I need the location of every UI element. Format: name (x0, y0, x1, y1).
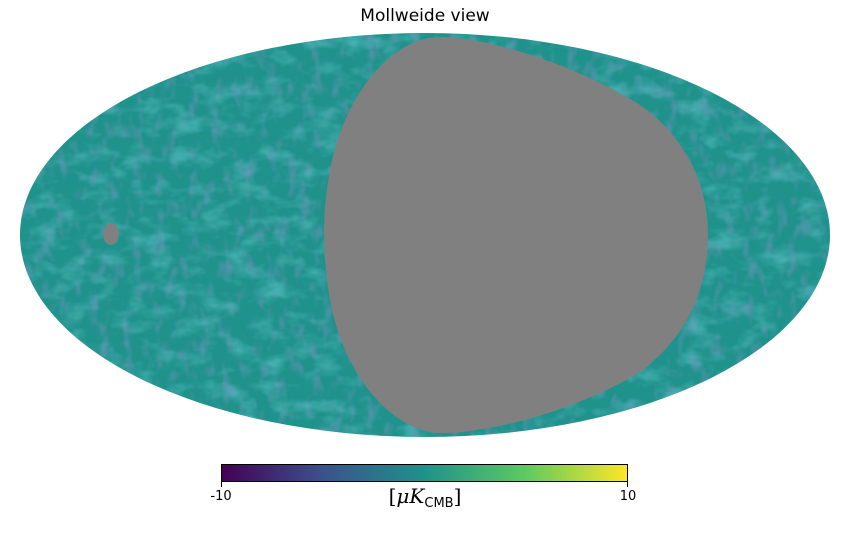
unit-k: K (409, 484, 425, 508)
colorbar-unit-label: [μKCMB] (389, 484, 462, 511)
map-title: Mollweide view (360, 6, 490, 26)
colorbar-min-label: -10 (210, 489, 232, 504)
masked-region (324, 36, 708, 434)
unit-open-bracket: [ (388, 484, 397, 508)
unit-close-bracket: ] (453, 484, 462, 508)
unit-subscript: CMB (424, 496, 454, 511)
mollweide-map (20, 33, 830, 437)
colorbar-min-tick (221, 482, 222, 487)
masked-spot (103, 223, 119, 245)
unit-mu: μ (396, 484, 410, 508)
colorbar (221, 464, 628, 482)
colorbar-max-label: 10 (619, 489, 637, 504)
colorbar-max-tick (627, 482, 628, 487)
